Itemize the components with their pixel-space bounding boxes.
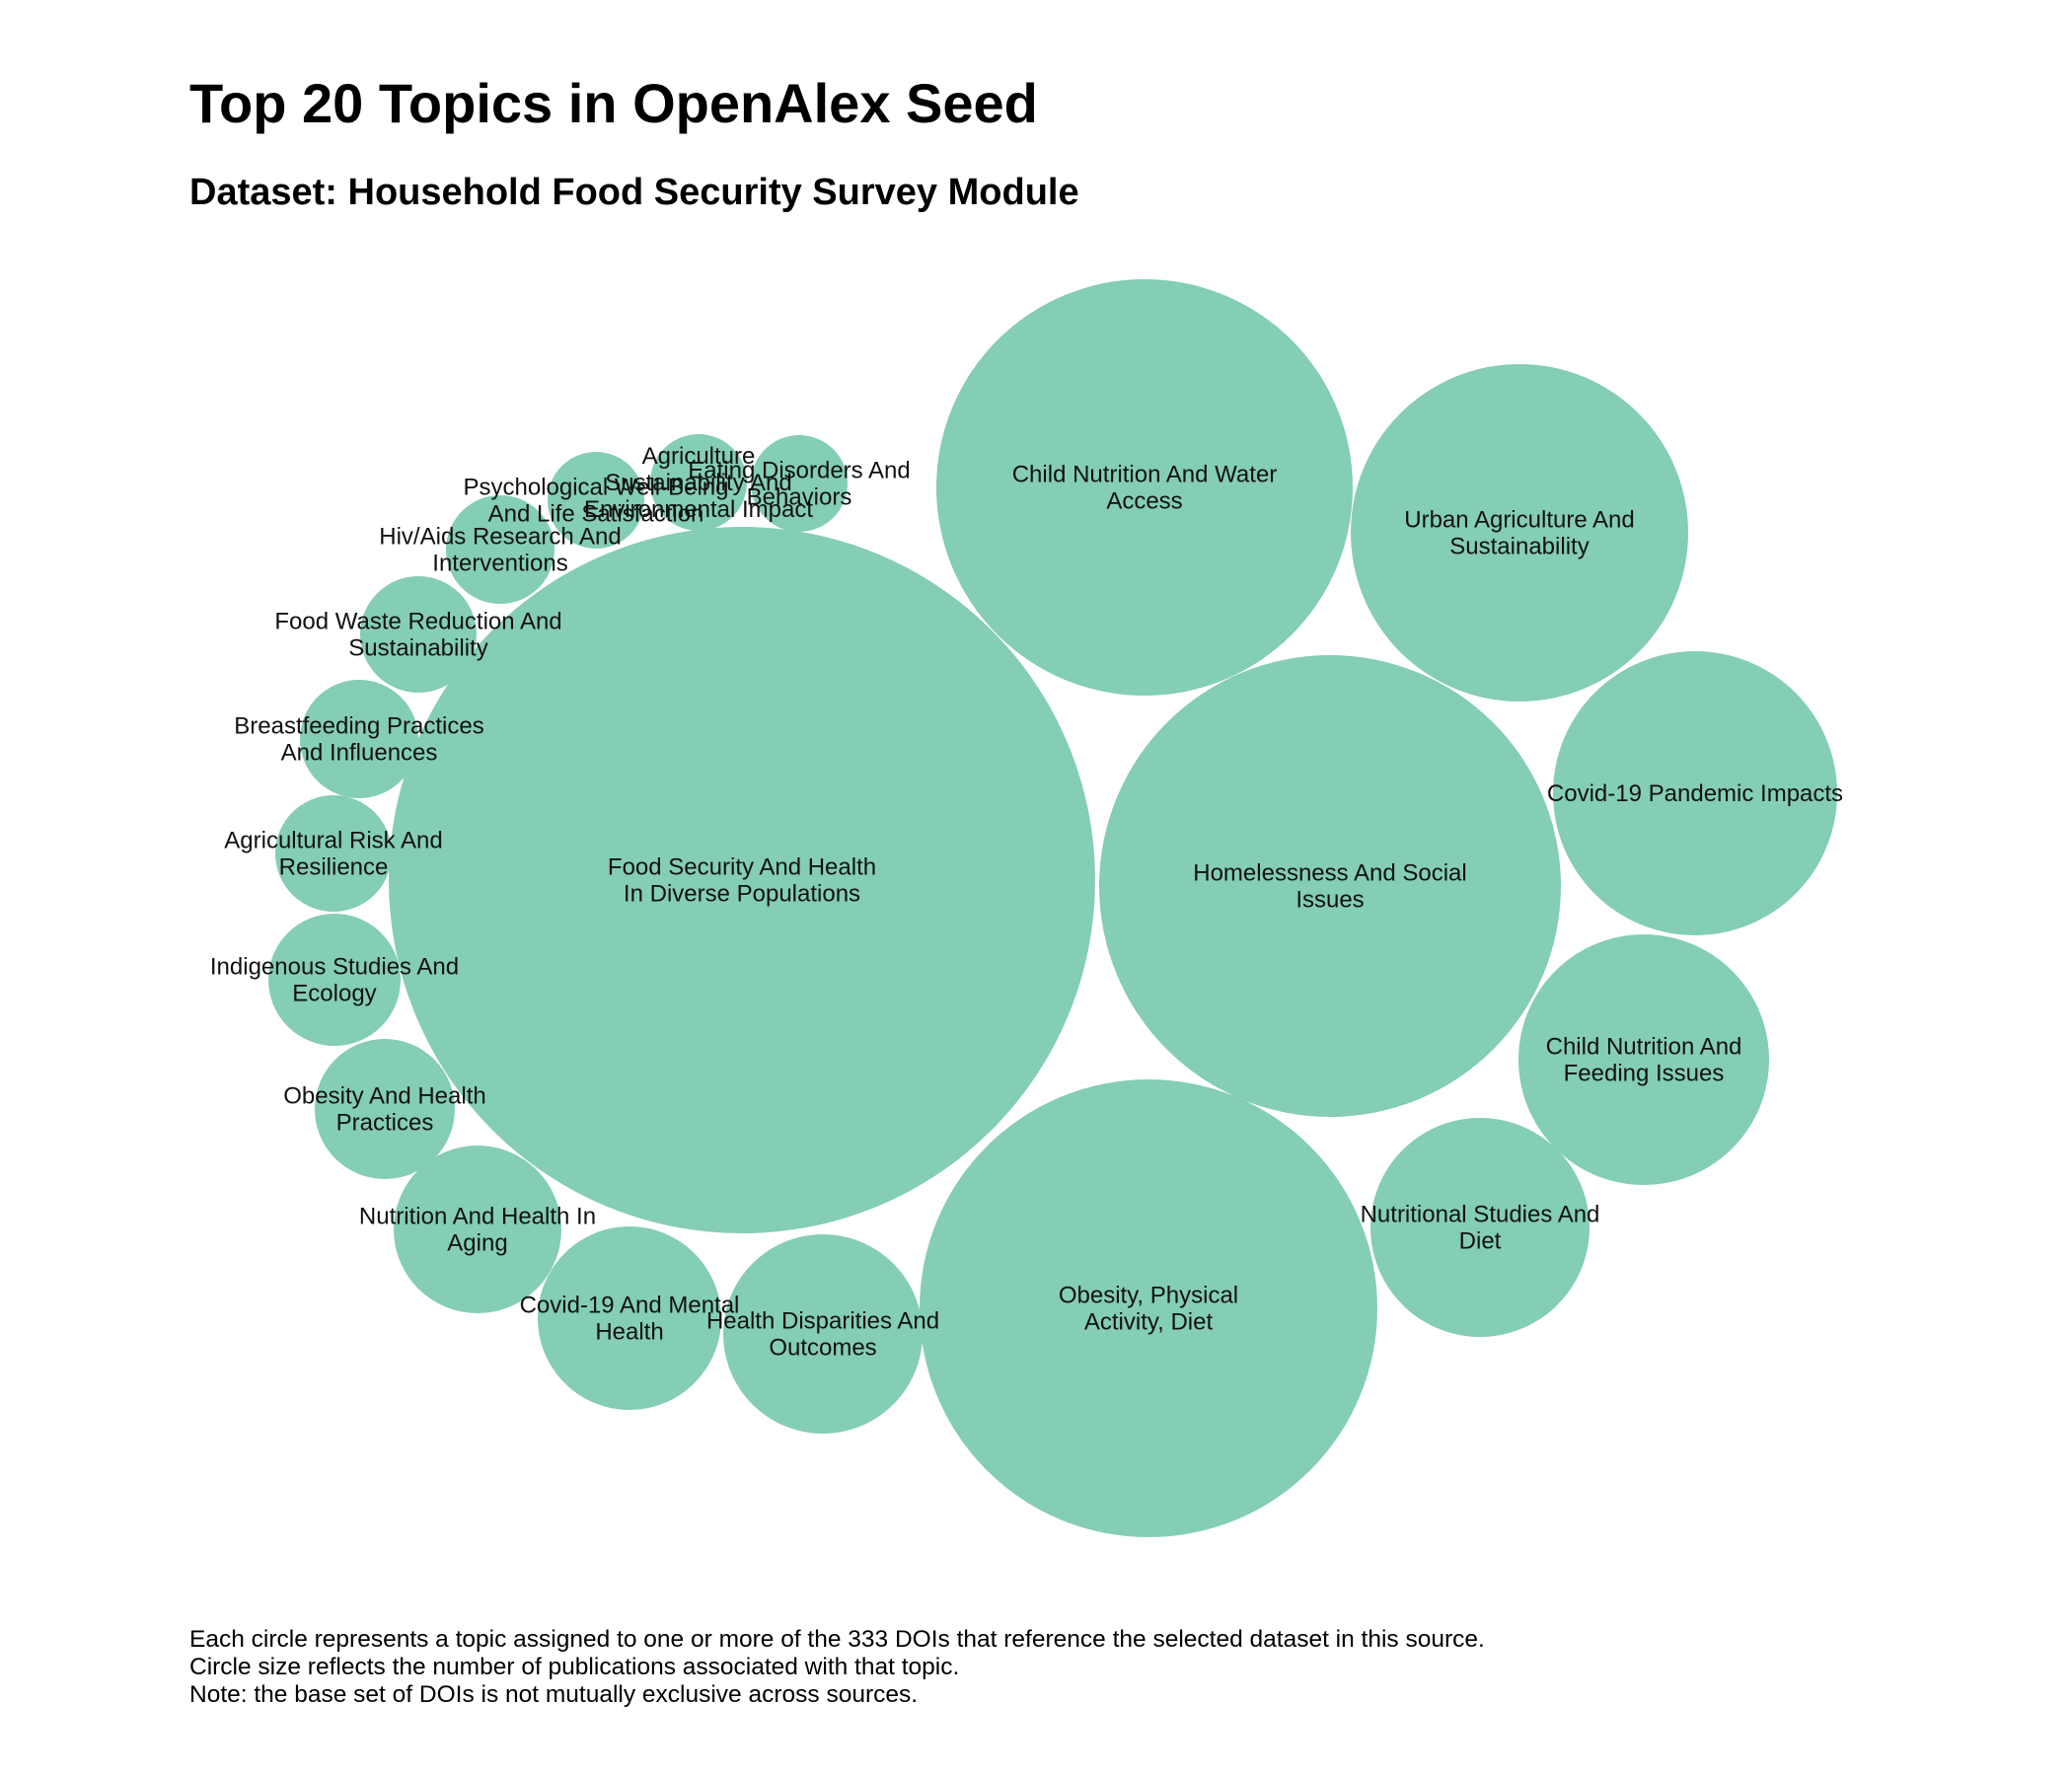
label-layer: Food Security And Health In Diverse Popul… [210,443,1843,1362]
topic-label: Health Disparities And Outcomes [706,1308,939,1362]
topic-label: Indigenous Studies And Ecology [210,954,459,1007]
topic-label-line: Hiv/Aids Research And [379,524,621,551]
topic-label-line: Nutritional Studies And [1361,1202,1600,1228]
topic-bubble [315,1039,455,1179]
topic-label: Covid-19 And Mental Health [520,1293,740,1346]
topic-label: Psychological Well-Being And Life Satisfa… [463,475,728,528]
topic-label: Hiv/Aids Research And Interventions [379,524,621,577]
topic-label: Food Waste Reduction And Sustainability [274,609,561,662]
topic-bubble [920,1079,1377,1537]
topic-label-line: Aging [447,1230,507,1257]
topic-label-line: Access [1106,488,1182,515]
bubble-layer [268,279,1837,1537]
topic-label-line: Urban Agriculture And [1404,507,1634,534]
topic-label-line: Outcomes [769,1335,876,1362]
topic-label-line: Resilience [279,854,389,881]
topic-bubble [300,680,418,798]
topic-label-line: Eating Disorders And [688,458,910,484]
topic-label-line: Homelessness And Social [1193,860,1466,887]
topic-label: Obesity And Health Practices [283,1083,485,1137]
topic-label-line: Covid-19 Pandemic Impacts [1547,780,1843,807]
topic-label: Obesity, Physical Activity, Diet [1059,1283,1238,1336]
topic-bubble [1370,1118,1590,1337]
topic-bubble [650,434,747,531]
topic-bubble [268,914,401,1046]
topic-label-line: Feeding Issues [1564,1061,1725,1087]
chart-title: Top 20 Topics in OpenAlex Seed [189,72,1038,134]
topic-label: Breastfeeding Practices And Influences [234,713,483,767]
topic-bubble [1553,651,1837,935]
topic-label: Homelessness And Social Issues [1193,860,1466,914]
topic-label-line: Obesity, Physical [1059,1283,1238,1309]
topic-label-line: Behaviors [747,484,852,511]
topic-label-line: Food Security And Health [608,854,876,881]
topic-label: Agriculture Sustainability And Environment… [584,443,813,523]
topic-label-line: Health [595,1319,663,1346]
topic-label-line: In Diverse Populations [624,881,860,908]
topic-bubble [723,1234,923,1434]
topic-label-line: Activity, Diet [1084,1309,1214,1336]
topic-bubble [275,795,392,912]
topic-label: Child Nutrition And Feeding Issues [1546,1034,1742,1087]
topic-label-line: Ecology [292,981,376,1007]
topic-label: Eating Disorders And Behaviors [688,458,910,511]
chart-subtitle: Dataset: Household Food Security Survey … [189,172,1079,213]
topic-label-line: Sustainability And [605,470,791,496]
topic-label: Agricultural Risk And Resilience [224,828,442,881]
chart-notes: Each circle represents a topic assigned … [189,1626,1485,1709]
topic-label-line: Interventions [432,551,567,577]
note-line: Note: the base set of DOIs is not mutual… [189,1681,919,1708]
topic-bubble [751,435,848,532]
topic-label-line: Agriculture [642,443,756,470]
topic-label: Urban Agriculture And Sustainability [1404,507,1634,560]
topic-label-line: And Life Satisfaction [488,501,704,528]
topic-bubble [1099,655,1561,1117]
topic-label-line: Covid-19 And Mental [520,1293,740,1319]
topic-label-line: Child Nutrition And Water [1012,462,1278,488]
topic-label-line: Health Disparities And [706,1308,939,1335]
topic-bubble [389,527,1095,1233]
topic-bubble [1518,934,1769,1185]
topic-label: Nutrition And Health In Aging [359,1204,596,1257]
topic-bubble [548,452,644,549]
topic-label-line: Sustainability [1449,534,1589,560]
topic-label-line: And Influences [281,740,438,767]
topic-bubble [936,279,1353,696]
topic-label-line: Obesity And Health [283,1083,485,1110]
topic-label-line: Environmental Impact [584,496,813,523]
note-line: Each circle represents a topic assigned … [189,1626,1485,1653]
topic-label: Nutritional Studies And Diet [1361,1202,1600,1255]
topic-bubble [360,576,477,693]
topic-bubble [538,1226,721,1410]
topic-bubble [1351,364,1688,702]
topic-label-line: Psychological Well-Being [463,475,728,501]
topic-label: Covid-19 Pandemic Impacts [1547,780,1843,807]
topic-label-line: Issues [1295,887,1364,914]
topic-bubble [394,1146,561,1313]
topic-label-line: Practices [336,1110,434,1137]
topic-label-line: Child Nutrition And [1546,1034,1742,1061]
topic-label-line: Food Waste Reduction And [274,609,561,635]
topic-label-line: Sustainability [348,635,487,662]
topic-label: Child Nutrition And Water Access [1012,462,1278,515]
topic-bubble [446,495,555,604]
note-line: Circle size reflects the number of publi… [189,1654,960,1680]
topic-label-line: Indigenous Studies And [210,954,459,981]
topic-label-line: Nutrition And Health In [359,1204,596,1230]
topic-label-line: Agricultural Risk And [224,828,442,854]
topic-label-line: Breastfeeding Practices [234,713,483,740]
topic-label-line: Diet [1459,1228,1502,1255]
topic-label: Food Security And Health In Diverse Popul… [608,854,876,908]
